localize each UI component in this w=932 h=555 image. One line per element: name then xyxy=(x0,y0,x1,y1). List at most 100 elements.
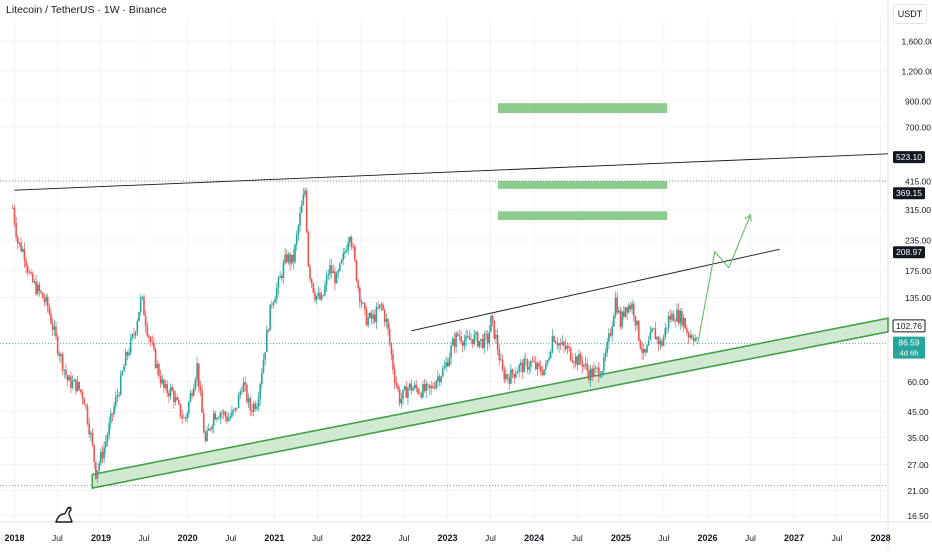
candle-body xyxy=(407,388,409,398)
candle-body xyxy=(76,381,79,392)
candle-body xyxy=(437,376,439,381)
time-axis-tick-label: Jul xyxy=(398,533,409,543)
candle-body xyxy=(359,288,361,302)
candle-body xyxy=(609,333,612,336)
candle-body xyxy=(402,389,404,400)
candle-body xyxy=(119,374,122,395)
candle-body xyxy=(199,386,202,391)
candle-body xyxy=(46,296,49,307)
candle-body xyxy=(432,386,434,388)
candle-body xyxy=(183,417,185,419)
candle-body xyxy=(475,332,477,335)
candle-body xyxy=(310,278,313,284)
time-axis-tick-label: 2028 xyxy=(871,533,891,543)
candle-body xyxy=(510,369,512,384)
candle-body xyxy=(485,333,487,335)
price-axis-tick-label: 900.00 xyxy=(905,96,931,106)
candle-body xyxy=(624,307,627,317)
candle-body xyxy=(345,250,348,252)
candle-body xyxy=(169,387,172,397)
time-axis-tick-label: 2019 xyxy=(91,533,111,543)
candle-body xyxy=(66,375,69,381)
price-label-text: 208.97 xyxy=(896,247,922,257)
target-zone xyxy=(497,211,668,221)
candle-body xyxy=(329,265,331,275)
candle-body xyxy=(375,307,378,322)
candle-body xyxy=(536,363,539,370)
candle-body xyxy=(666,327,668,329)
candle-body xyxy=(363,303,366,310)
candle-body xyxy=(493,320,496,339)
candle-body xyxy=(473,334,476,345)
candle-body xyxy=(269,304,271,331)
candle-body xyxy=(184,417,187,419)
candle-body xyxy=(530,361,532,368)
candle-body xyxy=(40,290,42,293)
candle-body xyxy=(528,367,530,370)
candle-body xyxy=(461,342,464,346)
candle-body xyxy=(466,335,469,337)
candle-body xyxy=(61,354,64,371)
candle-body xyxy=(51,323,54,330)
candle-body xyxy=(95,462,97,479)
price-axis-tick-label: 235.00 xyxy=(905,236,931,246)
candle-body xyxy=(216,418,218,420)
tradingview-logo-icon[interactable] xyxy=(52,502,76,526)
candle-body xyxy=(669,315,672,320)
candle-body xyxy=(257,398,260,407)
candle-body xyxy=(226,416,228,422)
candle-body xyxy=(319,292,321,300)
candle-body xyxy=(442,368,444,377)
candle-body xyxy=(242,382,245,392)
candle-body xyxy=(392,354,394,370)
candle-body xyxy=(156,364,159,368)
candle-body xyxy=(667,315,670,328)
candle-body xyxy=(405,386,408,398)
candle-body xyxy=(593,368,595,377)
time-axis-tick-label: Jul xyxy=(139,533,150,543)
candle-body xyxy=(295,234,298,245)
candle-body xyxy=(370,312,373,319)
candle-body xyxy=(271,304,273,306)
candle-body xyxy=(480,338,482,342)
candle-body xyxy=(692,338,695,341)
candle-body xyxy=(636,320,638,326)
candle-body xyxy=(50,313,52,324)
candle-body xyxy=(279,275,281,278)
price-label-box xyxy=(893,336,925,359)
candle-body xyxy=(483,333,486,349)
candle-body xyxy=(315,295,318,301)
price-label-box xyxy=(892,319,926,333)
candle-body xyxy=(521,362,524,373)
candle-body xyxy=(36,284,39,294)
candle-body xyxy=(656,336,658,340)
candle-body xyxy=(403,386,406,390)
candle-body xyxy=(373,314,376,322)
candle-body xyxy=(591,368,594,377)
candle-body xyxy=(576,356,579,366)
projection-arrowhead xyxy=(744,213,752,222)
candle-body xyxy=(237,394,240,408)
time-axis-tick-label: Jul xyxy=(225,533,236,543)
candle-body xyxy=(450,345,452,358)
candle-body xyxy=(463,340,466,346)
candle-body xyxy=(111,413,114,415)
candle-body xyxy=(138,311,140,322)
price-axis-tick-label: 45.00 xyxy=(907,407,929,417)
candle-body xyxy=(400,399,403,404)
time-axis-tick-label: 2022 xyxy=(351,533,371,543)
time-axis-tick-label: 2027 xyxy=(784,533,804,543)
candle-body xyxy=(516,371,519,374)
candle-body xyxy=(382,304,384,311)
price-axis-tick-label: 175.00 xyxy=(905,266,931,276)
candle-body xyxy=(285,254,288,262)
candle-body xyxy=(380,304,383,306)
candle-body xyxy=(211,426,213,430)
candle-body xyxy=(305,190,308,232)
currency-selector[interactable]: USDT xyxy=(893,4,927,24)
candle-body xyxy=(280,275,283,279)
candle-body xyxy=(287,254,290,262)
candle-body xyxy=(229,416,232,419)
